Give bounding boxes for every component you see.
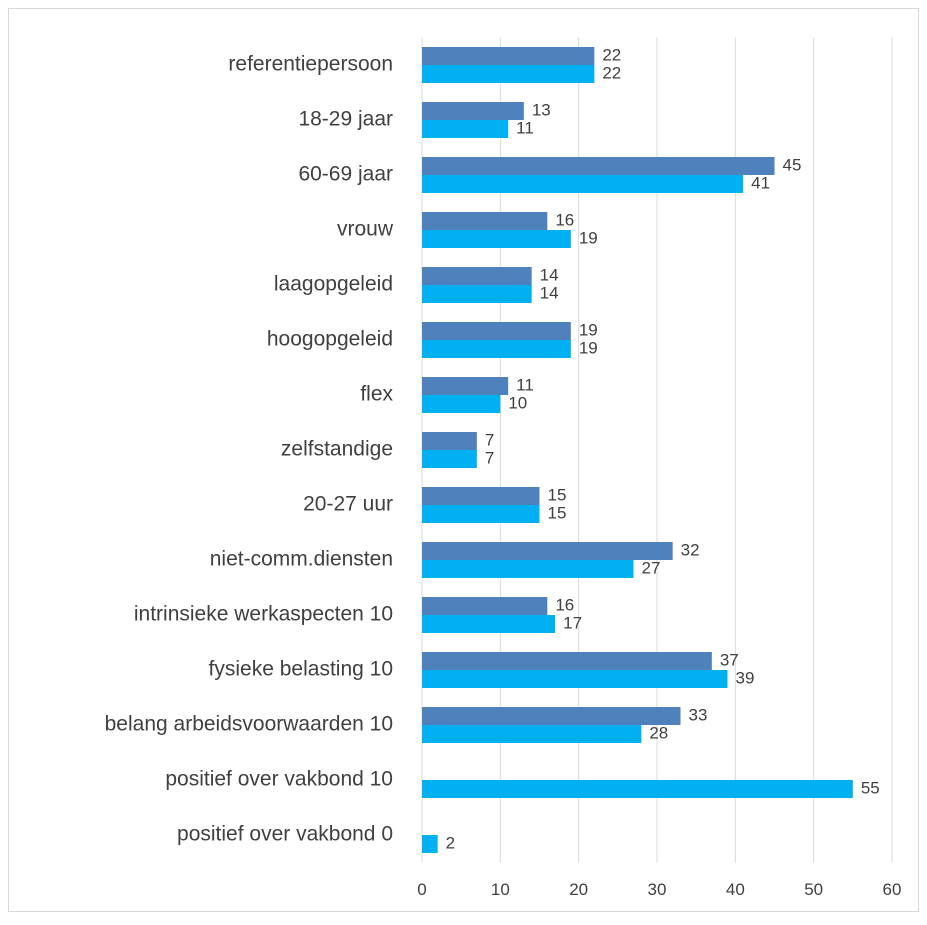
bar: [422, 267, 532, 285]
bar: [422, 615, 556, 633]
bar: [422, 505, 540, 523]
bar: [422, 212, 548, 230]
y-tick-label: vrouw: [337, 218, 394, 241]
data-label: 11: [516, 375, 534, 394]
data-label: 22: [602, 63, 621, 82]
bar: [422, 377, 509, 395]
y-tick-label: intrinsieke werkaspecten 10: [134, 603, 393, 626]
y-tick-label: hoogopgeleid: [267, 328, 393, 351]
bar: [422, 175, 744, 193]
bar: [422, 322, 571, 340]
data-label: 15: [548, 485, 567, 504]
x-tick-label: 60: [883, 880, 902, 899]
data-label: 55: [861, 778, 880, 797]
data-label: 15: [548, 503, 567, 522]
bar: [422, 432, 477, 450]
y-tick-label: positief over vakbond 0: [177, 823, 393, 846]
data-label: 45: [783, 155, 802, 174]
bar: [422, 450, 477, 468]
x-tick-label: 30: [648, 880, 667, 899]
data-label: 16: [555, 595, 574, 614]
bar: [422, 65, 595, 83]
data-label: 33: [689, 705, 708, 724]
bar: [422, 725, 642, 743]
data-label: 13: [532, 100, 551, 119]
x-tick-label: 0: [417, 880, 426, 899]
x-tick-label: 10: [491, 880, 510, 899]
data-label: 27: [642, 558, 661, 577]
y-tick-label: laagopgeleid: [274, 273, 393, 296]
bar: [422, 102, 524, 120]
bar: [422, 395, 501, 413]
data-label: 19: [579, 228, 598, 247]
y-tick-label: flex: [360, 383, 393, 406]
bar: [422, 120, 509, 138]
y-tick-label: fysieke belasting 10: [209, 658, 393, 681]
y-tick-label: 20-27 uur: [303, 493, 393, 516]
data-label: 2: [446, 833, 455, 852]
data-label: 41: [751, 173, 770, 192]
bar: [422, 560, 634, 578]
bar: [422, 780, 853, 798]
data-label: 32: [681, 540, 700, 559]
x-tick-label: 20: [569, 880, 588, 899]
data-label: 39: [736, 668, 755, 687]
bar: [422, 285, 532, 303]
data-label: 37: [720, 650, 739, 669]
y-tick-label: belang arbeidsvoorwaarden 10: [105, 713, 393, 736]
data-label: 16: [555, 210, 574, 229]
data-label: 7: [485, 430, 494, 449]
data-label: 19: [579, 338, 598, 357]
data-label: 14: [540, 283, 559, 302]
bar: [422, 707, 681, 725]
data-label: 14: [540, 265, 559, 284]
y-tick-label: 60-69 jaar: [298, 163, 393, 186]
data-label: 22: [602, 45, 621, 64]
bar: [422, 835, 438, 853]
bar: [422, 597, 548, 615]
bar: [422, 652, 712, 670]
y-tick-label: zelfstandige: [281, 438, 393, 461]
y-tick-label: 18-29 jaar: [298, 108, 393, 131]
bar: [422, 157, 775, 175]
bar: [422, 487, 540, 505]
x-tick-label: 50: [804, 880, 823, 899]
bar: [422, 542, 673, 560]
x-tick-label: 40: [726, 880, 745, 899]
data-label: 10: [508, 393, 527, 412]
data-label: 19: [579, 320, 598, 339]
bar: [422, 47, 595, 65]
data-label: 7: [485, 448, 494, 467]
y-tick-label: niet-comm.diensten: [210, 548, 393, 571]
data-label: 17: [563, 613, 582, 632]
y-tick-label: referentiepersoon: [228, 53, 393, 76]
data-label: 11: [516, 118, 534, 137]
y-tick-label: positief over vakbond 10: [165, 768, 393, 791]
data-label: 28: [649, 723, 668, 742]
bar: [422, 230, 571, 248]
bar: [422, 670, 728, 688]
bar: [422, 340, 571, 358]
